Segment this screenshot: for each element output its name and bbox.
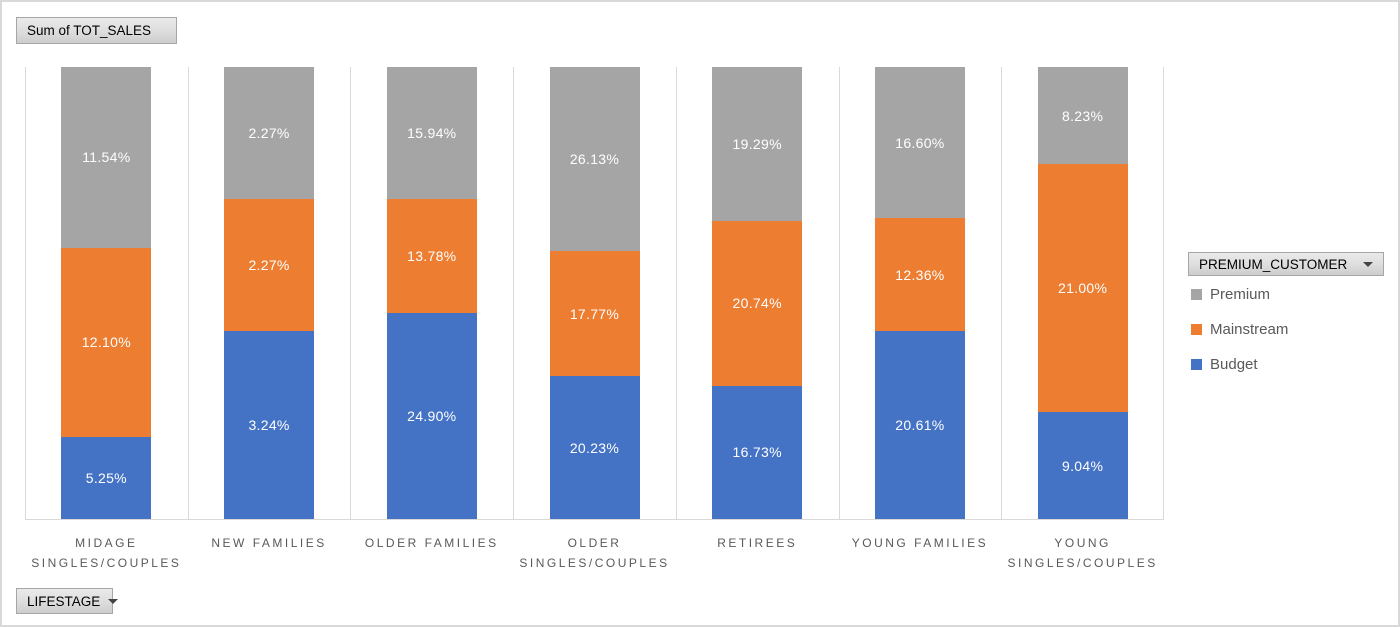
- legend-swatch-icon: [1191, 289, 1202, 300]
- data-label: 9.04%: [1062, 457, 1104, 474]
- dropdown-arrow-icon: [1363, 261, 1373, 267]
- legend-item-mainstream[interactable]: Mainstream: [1191, 319, 1288, 340]
- bar-midage-singles-couples: 11.54% 12.10% 5.25%: [61, 67, 152, 519]
- category-gridline: [676, 67, 677, 519]
- bar-segment-budget[interactable]: 9.04%: [1037, 412, 1128, 519]
- axis-field-button[interactable]: LIFESTAGE: [16, 588, 119, 614]
- bar-segment-mainstream[interactable]: 17.77%: [549, 251, 640, 377]
- data-label: 20.23%: [569, 439, 620, 456]
- data-label: 11.54%: [82, 149, 131, 166]
- data-label: 13.78%: [407, 247, 457, 264]
- bar-segment-budget[interactable]: 16.73%: [712, 385, 803, 519]
- legend-item-premium[interactable]: Premium: [1191, 284, 1288, 305]
- category-axis: MIDAGE SINGLES/COUPLES NEW FAMILIES OLDER …: [25, 533, 1164, 579]
- legend-field-label: PREMIUM_CUSTOMER: [1199, 256, 1348, 272]
- bar-segment-mainstream[interactable]: 21.00%: [1037, 164, 1128, 413]
- bar-retirees: 19.29% 20.74% 16.73%: [712, 67, 803, 519]
- legend-swatch-icon: [1191, 324, 1202, 335]
- category-gridline: [513, 67, 514, 519]
- bar-segment-mainstream[interactable]: 2.27%: [224, 198, 315, 331]
- legend-item-label: Premium: [1210, 286, 1271, 303]
- axis-field-label: LIFESTAGE: [27, 593, 101, 609]
- bar-new-families: 2.27% 2.27% 3.24%: [224, 67, 315, 519]
- bar-older-singles-couples: 26.13% 17.77% 20.23%: [549, 67, 640, 519]
- data-label: 21.00%: [1057, 280, 1108, 297]
- category-gridline: [25, 67, 26, 519]
- legend-item-budget[interactable]: Budget: [1191, 354, 1288, 375]
- bar-segment-mainstream[interactable]: 20.74%: [712, 220, 803, 386]
- data-label: 20.61%: [895, 417, 945, 434]
- data-label: 16.60%: [895, 134, 945, 151]
- data-label: 26.13%: [569, 151, 620, 168]
- dropdown-arrow-icon: [108, 598, 119, 604]
- category-gridline: [839, 67, 840, 519]
- bar-segment-premium[interactable]: 11.54%: [61, 67, 152, 248]
- data-label: 15.94%: [407, 124, 457, 141]
- data-label: 12.36%: [895, 266, 945, 283]
- data-label: 3.24%: [248, 416, 290, 433]
- legend-item-label: Budget: [1210, 356, 1258, 373]
- data-label: 5.25%: [85, 469, 127, 486]
- category-gridline: [188, 67, 189, 519]
- data-label: 2.27%: [248, 256, 290, 273]
- bar-segment-mainstream[interactable]: 12.10%: [61, 247, 152, 437]
- bar-segment-mainstream[interactable]: 12.36%: [874, 218, 965, 332]
- category-label-young-singles-couples: YOUNG SINGLES/COUPLES: [1007, 536, 1158, 570]
- bar-segment-premium[interactable]: 15.94%: [386, 67, 477, 199]
- bar-segment-premium[interactable]: 8.23%: [1037, 67, 1128, 165]
- bar-segment-budget[interactable]: 20.61%: [874, 331, 965, 519]
- category-label-older-families: OLDER FAMILIES: [364, 536, 499, 550]
- data-label: 12.10%: [81, 334, 131, 351]
- values-field-button[interactable]: Sum of TOT_SALES: [16, 17, 177, 44]
- data-label: 2.27%: [248, 124, 290, 141]
- category-label-new-families: NEW FAMILIES: [211, 536, 327, 550]
- bar-segment-premium[interactable]: 26.13%: [549, 67, 640, 252]
- data-label: 8.23%: [1062, 107, 1104, 124]
- values-field-label: Sum of TOT_SALES: [27, 23, 152, 38]
- legend-item-label: Mainstream: [1210, 321, 1289, 338]
- category-gridline: [1001, 67, 1002, 519]
- category-label-young-families: YOUNG FAMILIES: [851, 536, 989, 550]
- category-label-older-singles-couples: OLDER SINGLES/COUPLES: [519, 536, 670, 570]
- bar-segment-budget[interactable]: 20.23%: [549, 376, 640, 519]
- bar-older-families: 15.94% 13.78% 24.90%: [386, 67, 477, 519]
- data-label: 16.73%: [732, 444, 782, 461]
- category-gridline: [1163, 67, 1164, 519]
- bar-young-families: 16.60% 12.36% 20.61%: [874, 67, 965, 519]
- bar-young-singles-couples: 8.23% 21.00% 9.04%: [1037, 67, 1128, 519]
- category-label-retirees: RETIREES: [717, 536, 798, 550]
- legend-swatch-icon: [1191, 359, 1202, 370]
- bar-segment-budget[interactable]: 24.90%: [386, 312, 477, 519]
- legend-field-button[interactable]: PREMIUM_CUSTOMER: [1188, 252, 1384, 276]
- category-gridline: [350, 67, 351, 519]
- data-label: 17.77%: [569, 305, 620, 322]
- data-label: 19.29%: [732, 135, 782, 152]
- data-label: 20.74%: [732, 295, 782, 312]
- category-label-midage-singles-couples: MIDAGE SINGLES/COUPLES: [31, 536, 182, 570]
- plot-area: 11.54% 12.10% 5.25% 2.27% 2.27% 3.24% 15.94% 13…: [25, 67, 1164, 520]
- bar-segment-budget[interactable]: 5.25%: [61, 436, 152, 519]
- bar-segment-budget[interactable]: 3.24%: [224, 330, 315, 519]
- legend-items: Premium Mainstream Budget: [1191, 284, 1288, 375]
- bar-segment-premium[interactable]: 16.60%: [874, 67, 965, 219]
- data-label: 24.90%: [407, 407, 457, 424]
- bar-segment-premium[interactable]: 2.27%: [224, 67, 315, 199]
- bar-segment-premium[interactable]: 19.29%: [712, 67, 803, 221]
- bar-segment-mainstream[interactable]: 13.78%: [386, 198, 477, 313]
